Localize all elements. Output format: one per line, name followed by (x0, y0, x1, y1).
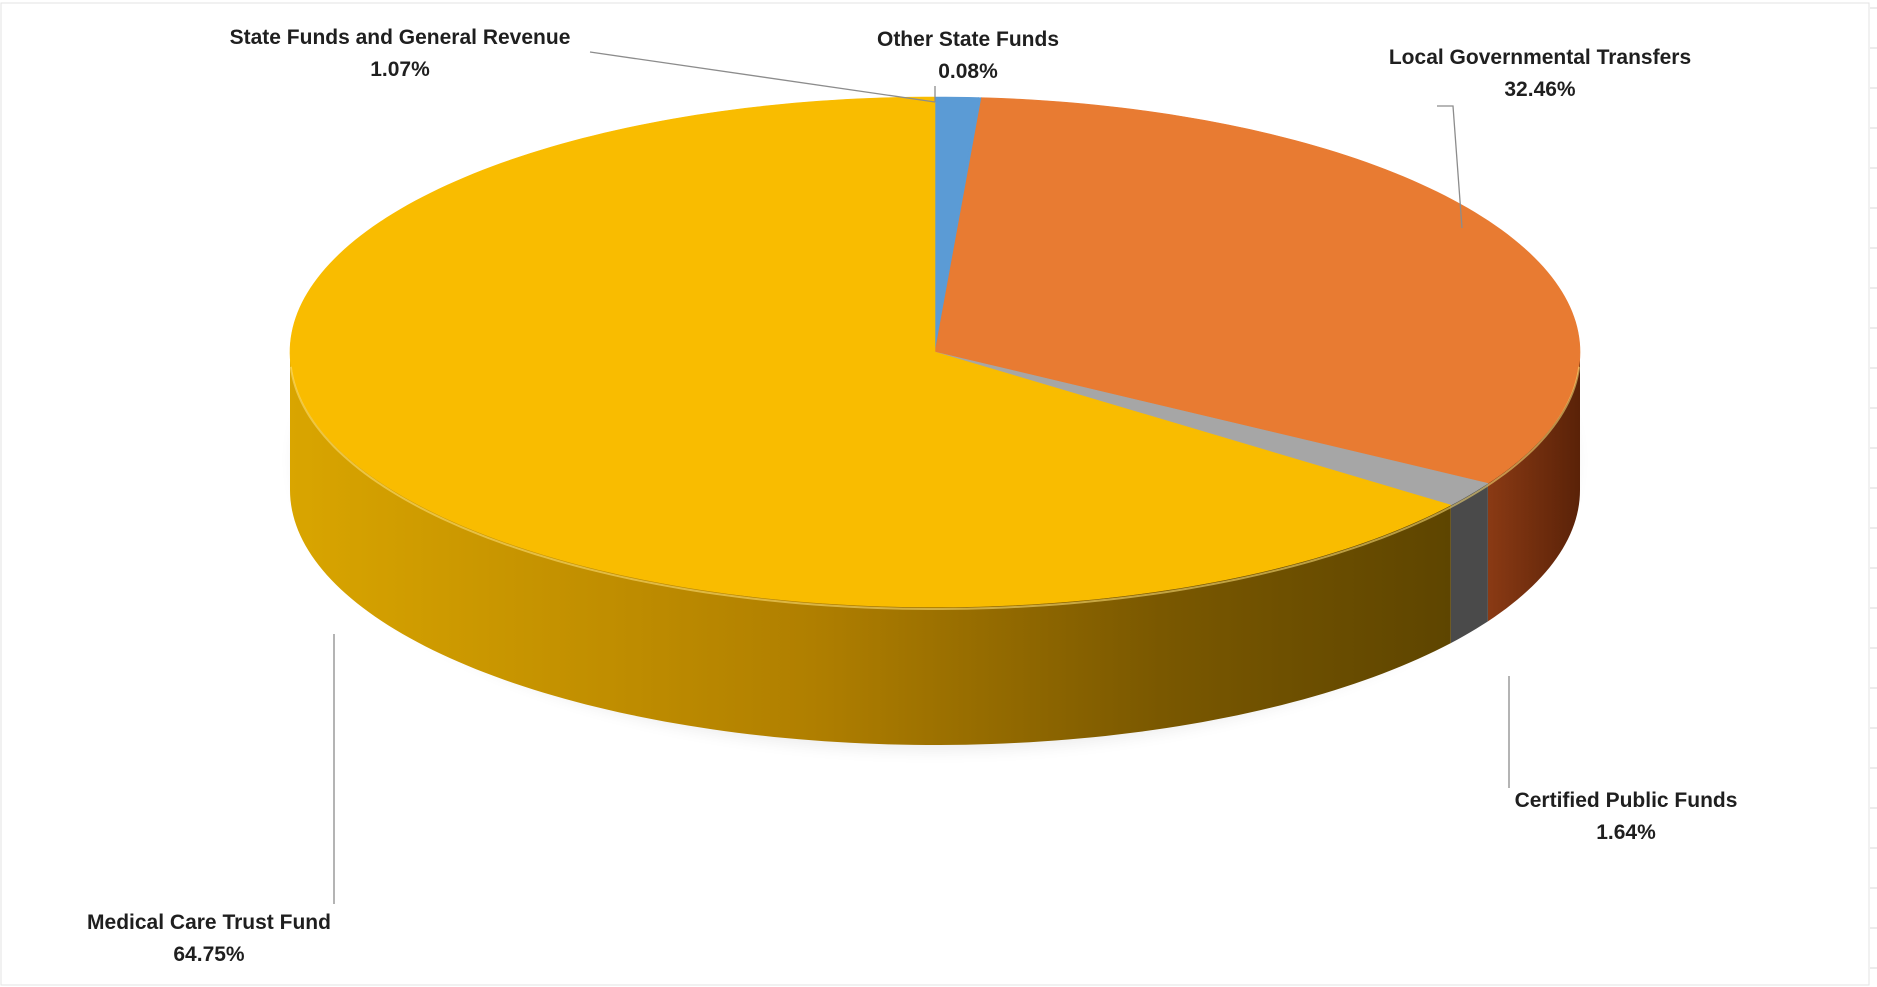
slice-label-0: State Funds and General Revenue (230, 26, 571, 49)
slice-value-3: 1.64% (1596, 821, 1656, 844)
leader-line-2 (1437, 105, 1463, 229)
slice-value-2: 32.46% (1504, 78, 1576, 101)
leader-line-0 (589, 51, 936, 103)
slice-label-3: Certified Public Funds (1515, 789, 1738, 812)
slice-4[interactable] (289, 96, 1452, 608)
slice-label-2: Local Governmental Transfers (1389, 46, 1691, 69)
rim-highlight (289, 366, 1581, 610)
slice-label-1: Other State Funds (877, 28, 1059, 51)
slice-3[interactable] (934, 351, 1489, 506)
slice-label-4: Medical Care Trust Fund (87, 911, 331, 934)
slice-value-4: 64.75% (173, 943, 245, 966)
slice-side-4 (290, 352, 1451, 745)
slice-value-1: 0.08% (938, 60, 998, 83)
slice-side-3 (1450, 483, 1488, 644)
slice-side-2 (1487, 352, 1580, 622)
slice-value-0: 1.07% (370, 58, 430, 81)
